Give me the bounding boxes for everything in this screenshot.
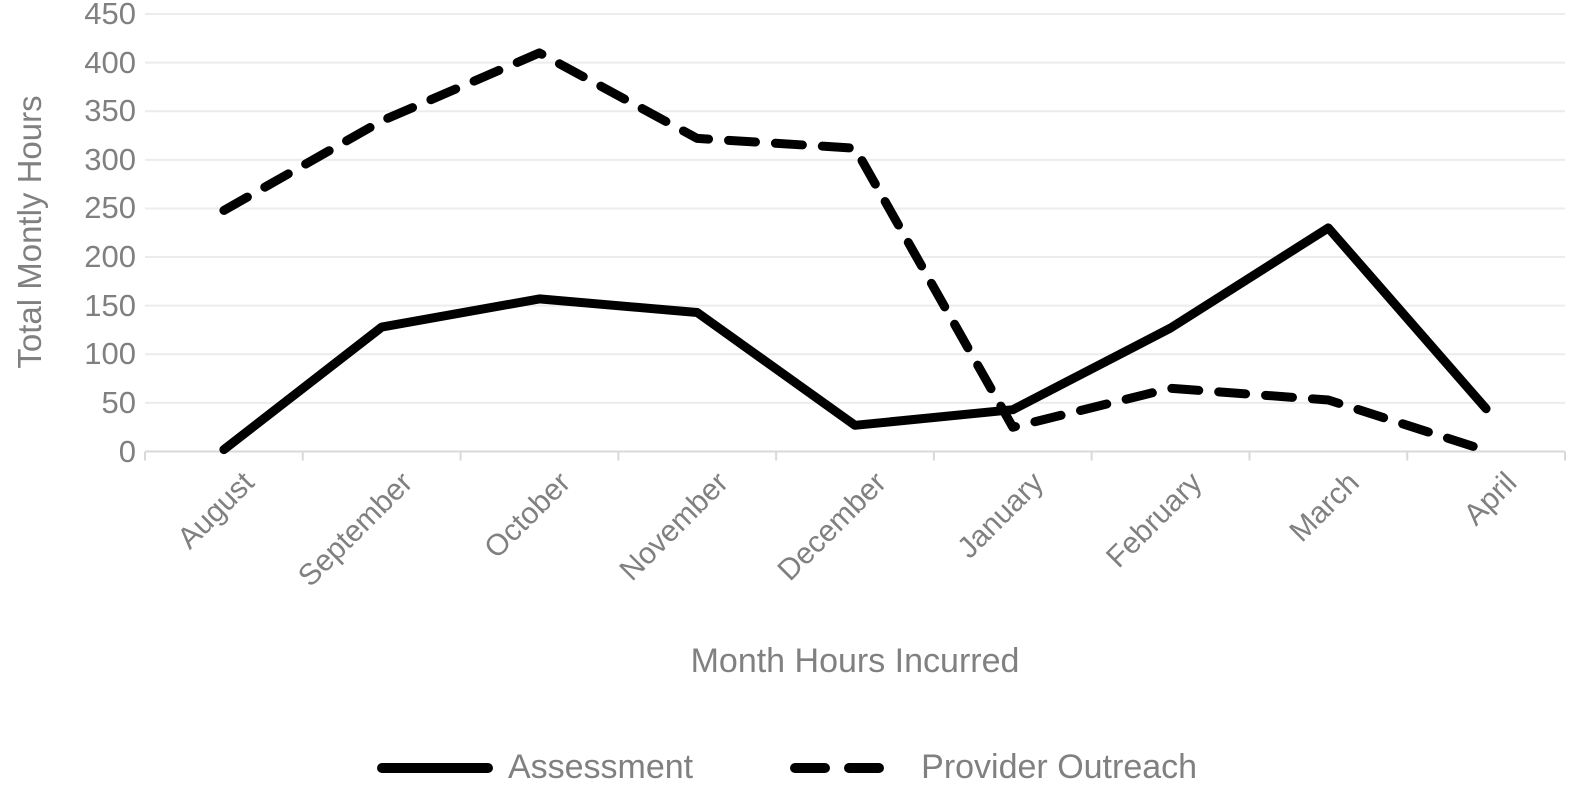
solid-line-swatch-icon bbox=[376, 762, 493, 773]
series-line-provider-outreach bbox=[219, 48, 1491, 455]
y-axis-tick-label: 400 bbox=[84, 44, 136, 80]
legend-label: Assessment bbox=[507, 748, 694, 786]
y-axis-tick-label: 0 bbox=[118, 433, 136, 469]
y-axis-tick-label: 300 bbox=[84, 141, 136, 177]
legend-label: Provider Outreach bbox=[921, 748, 1198, 786]
y-axis-tick-label: 50 bbox=[101, 384, 136, 420]
series-line-assessment bbox=[219, 223, 1491, 455]
y-axis-tick-label: 200 bbox=[84, 239, 136, 275]
y-axis-tick-label: 250 bbox=[84, 190, 136, 226]
legend-item-assessment: Assessment bbox=[376, 748, 693, 787]
y-axis-tick-label: 150 bbox=[84, 287, 136, 323]
y-axis-tick-label: 350 bbox=[84, 93, 136, 129]
legend: Assessment Provider Outreach bbox=[0, 748, 1573, 787]
y-axis-tick-label: 450 bbox=[84, 0, 136, 31]
x-axis-title: Month Hours Incurred bbox=[690, 642, 1020, 680]
y-axis-tick-label: 100 bbox=[84, 336, 136, 372]
dashed-line-swatch-icon bbox=[790, 762, 895, 773]
legend-item-provider-outreach: Provider Outreach bbox=[789, 748, 1197, 787]
y-axis-title: Total Montly Hours bbox=[11, 95, 48, 369]
